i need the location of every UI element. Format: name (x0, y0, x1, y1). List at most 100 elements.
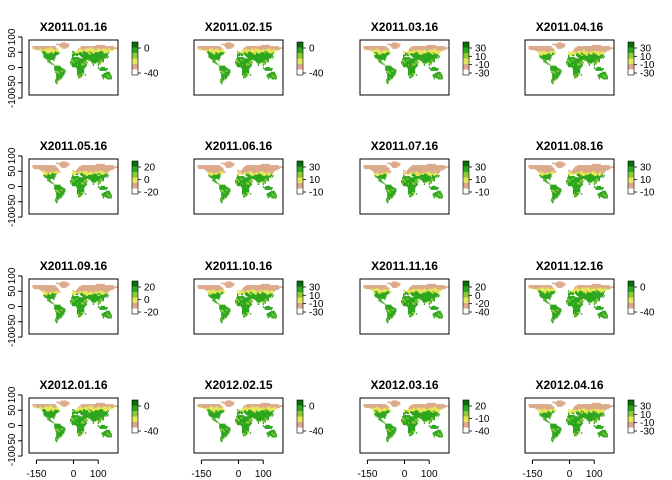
map-cell (210, 49, 212, 52)
map-cell (64, 162, 66, 165)
map-cell (581, 64, 584, 66)
map-cell (547, 48, 549, 51)
map-cell (252, 53, 255, 55)
map-cell (57, 69, 59, 71)
map-cell (37, 167, 39, 170)
map-cell (87, 170, 90, 172)
map-cell (408, 68, 411, 70)
map-cell (96, 173, 99, 176)
map-cell (379, 54, 381, 57)
map-cell (221, 75, 223, 77)
map-cell (222, 48, 224, 51)
map-cell (75, 60, 78, 63)
map-cell (554, 51, 556, 53)
map-cell (99, 69, 101, 71)
map-cell (569, 53, 572, 55)
map-cell (602, 48, 604, 51)
map-cell (385, 55, 387, 58)
map-cell (208, 53, 210, 55)
map-cell (370, 46, 372, 48)
map-cell (81, 183, 84, 185)
map-cell (242, 66, 245, 69)
map-cell (431, 49, 433, 52)
map-cell (57, 192, 59, 194)
map-cell (92, 167, 95, 170)
legend-color-step (132, 64, 138, 70)
map-cell (87, 166, 90, 168)
map-cell (420, 49, 423, 52)
map-cell (419, 55, 422, 58)
map-cell (593, 44, 596, 47)
map-cell (79, 177, 82, 179)
map-cell (583, 53, 586, 55)
map-cell (272, 48, 274, 51)
map-cell (97, 172, 100, 174)
map-cell (228, 70, 230, 73)
map-cell (556, 75, 558, 77)
map-cell (56, 190, 58, 193)
map-cell (249, 58, 252, 60)
map-cell (44, 176, 46, 178)
map-cell (438, 49, 440, 52)
map-cell (588, 57, 591, 59)
map-cell (226, 46, 228, 48)
map-cell (66, 44, 68, 47)
map-cell (429, 60, 432, 63)
map-cell (414, 46, 417, 48)
map-cell (572, 71, 575, 74)
map-cell (264, 58, 266, 60)
map-cell (573, 66, 576, 69)
map-cell (78, 192, 81, 194)
map-cell (57, 77, 59, 80)
map-cell (560, 46, 562, 48)
map-cell (91, 167, 94, 170)
legend-tick-label: -30 (475, 69, 490, 80)
map-cell (389, 65, 391, 68)
map-cell (275, 48, 277, 51)
map-cell (225, 74, 227, 76)
map-cell (598, 66, 600, 69)
map-cell (100, 60, 102, 63)
map-cell (75, 62, 78, 64)
map-cell (92, 62, 95, 64)
map-cell (428, 57, 431, 59)
map-cell (609, 47, 611, 49)
map-cell (256, 58, 259, 60)
map-cell (111, 165, 113, 167)
map-cell (47, 49, 49, 52)
map-cell (79, 189, 82, 192)
map-cell (580, 63, 583, 65)
map-cell (254, 46, 257, 48)
map-cell (89, 52, 92, 54)
map-cell (579, 66, 582, 69)
map-cell (575, 54, 578, 57)
map-cell (389, 76, 391, 79)
map-cell (102, 185, 104, 188)
map-cell (56, 195, 58, 198)
map-cell (56, 73, 58, 75)
map-cell (225, 73, 227, 75)
map-cell (436, 73, 438, 75)
map-cell (415, 53, 418, 55)
map-cell (604, 71, 606, 74)
map-cell (401, 63, 403, 65)
map-cell (86, 174, 89, 177)
map-cell (572, 54, 575, 57)
map-cell (576, 74, 579, 76)
map-cell (404, 62, 406, 64)
map-cell (579, 51, 582, 53)
map-cell (231, 46, 233, 48)
map-cell (56, 81, 58, 84)
map-cell (573, 60, 576, 63)
map-cell (600, 57, 602, 59)
map-cell (114, 166, 116, 168)
map-cell (603, 77, 605, 80)
map-cell (542, 47, 544, 49)
map-cell (574, 48, 577, 51)
map-cell (93, 47, 96, 49)
map-cell (102, 194, 104, 196)
map-cell (430, 62, 432, 64)
map-cell (209, 49, 211, 52)
map-cell (266, 47, 268, 49)
map-cell (76, 62, 79, 64)
